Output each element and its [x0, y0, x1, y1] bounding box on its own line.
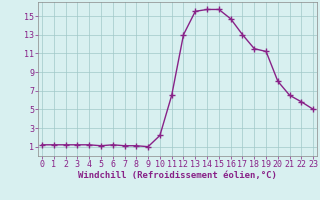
X-axis label: Windchill (Refroidissement éolien,°C): Windchill (Refroidissement éolien,°C)	[78, 171, 277, 180]
